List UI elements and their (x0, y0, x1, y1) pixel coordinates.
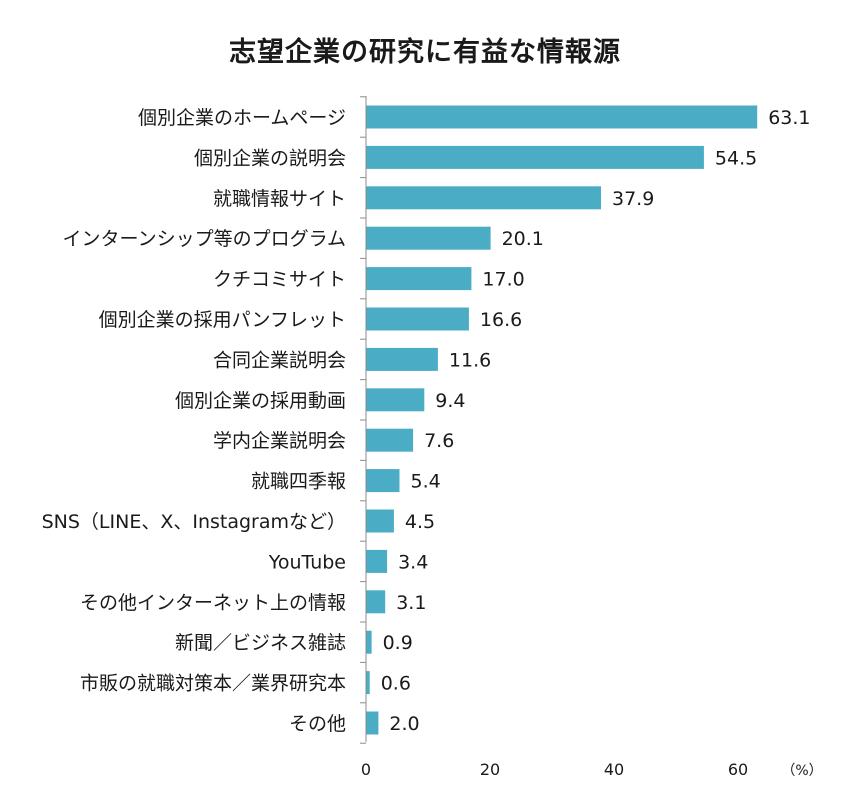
bar (366, 469, 400, 493)
data-label: 2.0 (389, 713, 419, 735)
bar (366, 509, 394, 533)
x-tick-label: 60 (728, 760, 748, 779)
category-label: 個別企業のホームページ (138, 107, 346, 129)
category-label: 個別企業の説明会 (194, 147, 346, 169)
data-label: 0.6 (381, 673, 411, 695)
category-label: 学内企業説明会 (213, 430, 346, 452)
data-label: 37.9 (612, 188, 654, 210)
bar (366, 388, 425, 412)
bar (366, 711, 379, 735)
bar (366, 105, 758, 129)
data-label: 7.6 (424, 430, 454, 452)
chart-title: 志望企業の研究に有益な情報源 (229, 37, 621, 68)
category-label: YouTube (268, 551, 346, 573)
bar (366, 347, 438, 371)
bar (366, 590, 386, 614)
category-label: 市販の就職対策本／業界研究本 (80, 673, 346, 695)
data-label: 5.4 (411, 471, 441, 493)
category-label: クチコミサイト (213, 269, 346, 291)
category-label: 新聞／ビジネス雑誌 (175, 632, 346, 654)
data-label: 16.6 (480, 309, 522, 331)
category-label: その他 (289, 713, 346, 735)
data-label: 9.4 (435, 390, 465, 412)
data-label: 3.4 (398, 551, 428, 573)
category-label: 合同企業説明会 (213, 349, 346, 371)
bar (366, 630, 372, 654)
x-tick-label: 20 (480, 760, 500, 779)
data-label: 20.1 (502, 228, 544, 250)
data-label: 3.1 (396, 592, 426, 614)
bars-layer: 個別企業のホームページ 63.1 個別企業の説明会 54.5 就職情報サイト 37.9 イン… (42, 105, 811, 735)
bar (366, 145, 704, 169)
category-label: その他インターネット上の情報 (80, 592, 346, 614)
category-label: 就職四季報 (251, 471, 346, 493)
bar (366, 267, 472, 291)
axis-layer: 0 20 40 60 （%） (360, 96, 823, 779)
x-tick-label: 0 (361, 760, 371, 779)
category-label: インターンシップ等のプログラム (63, 228, 346, 250)
unit-label: （%） (781, 763, 822, 779)
x-tick-label: 40 (604, 760, 624, 779)
category-label: 個別企業の採用動画 (175, 390, 346, 412)
data-label: 11.6 (449, 349, 491, 371)
data-label: 4.5 (405, 511, 435, 533)
data-label: 54.5 (715, 147, 757, 169)
bar (366, 428, 414, 452)
bar (366, 671, 370, 695)
data-label: 17.0 (482, 269, 524, 291)
bar (366, 549, 388, 573)
data-label: 63.1 (768, 107, 810, 129)
category-label: SNS（LINE、X、Instagramなど） (42, 511, 346, 533)
data-label: 0.9 (383, 632, 413, 654)
bar (366, 186, 601, 210)
category-label: 個別企業の採用パンフレット (99, 309, 346, 331)
category-label: 就職情報サイト (213, 188, 346, 210)
bar (366, 307, 469, 331)
bar (366, 226, 491, 250)
